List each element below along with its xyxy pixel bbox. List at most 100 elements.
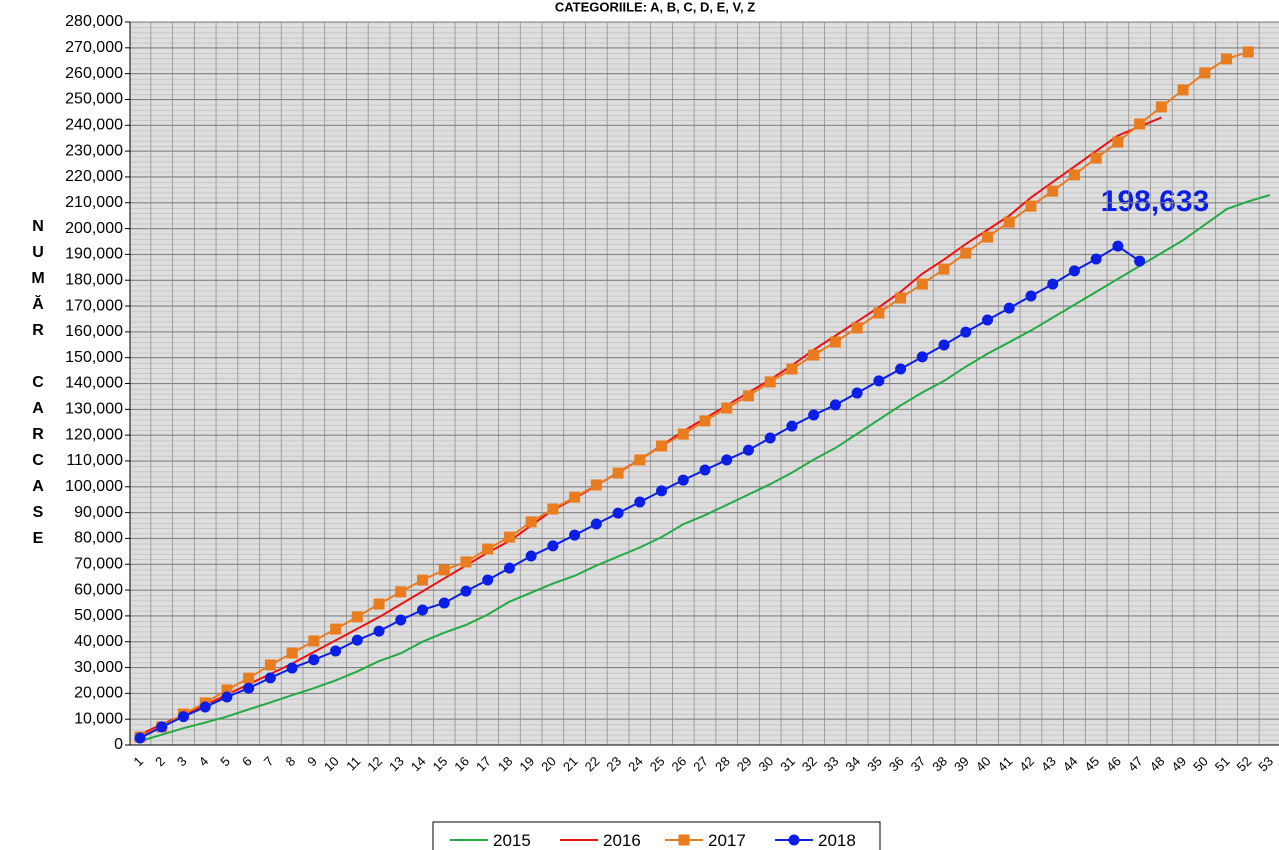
x-tick-label: 23 bbox=[603, 754, 624, 775]
y-tick-label: 260,000 bbox=[65, 65, 123, 82]
y-tick-label: 0 bbox=[114, 736, 123, 753]
point bbox=[1112, 136, 1124, 148]
point bbox=[656, 440, 668, 452]
point bbox=[873, 375, 885, 387]
point bbox=[221, 691, 233, 703]
point bbox=[525, 550, 537, 562]
point bbox=[590, 518, 602, 530]
x-tick-label: 22 bbox=[582, 754, 603, 775]
point bbox=[264, 672, 276, 684]
x-tick-label: 28 bbox=[712, 754, 733, 775]
y-tick-label: 140,000 bbox=[65, 375, 123, 392]
x-tick-label: 31 bbox=[777, 754, 798, 775]
x-tick-label: 46 bbox=[1103, 754, 1124, 775]
point bbox=[1068, 169, 1080, 181]
point bbox=[851, 322, 863, 334]
point bbox=[590, 479, 602, 491]
x-tick-label: 39 bbox=[951, 754, 972, 775]
point bbox=[742, 444, 754, 456]
point bbox=[982, 314, 993, 326]
x-tick-label: 44 bbox=[1060, 754, 1081, 775]
point bbox=[286, 662, 298, 674]
point bbox=[938, 339, 950, 351]
x-tick-label: 21 bbox=[560, 754, 581, 775]
point bbox=[721, 454, 733, 466]
y-tick-label: 240,000 bbox=[65, 117, 123, 134]
point bbox=[308, 635, 320, 647]
point bbox=[438, 597, 450, 609]
x-tick-label: 11 bbox=[343, 754, 363, 774]
y-tick-label: 10,000 bbox=[74, 710, 123, 727]
x-tick-label: 51 bbox=[1212, 754, 1233, 775]
y-tick-label: 160,000 bbox=[65, 323, 123, 340]
y-tick-label: 130,000 bbox=[65, 401, 123, 418]
x-tick-label: 26 bbox=[669, 754, 690, 775]
y-tick-label: 150,000 bbox=[65, 349, 123, 366]
x-tick-label: 34 bbox=[842, 754, 863, 775]
point bbox=[1242, 46, 1254, 58]
point bbox=[1090, 152, 1102, 164]
point bbox=[677, 474, 689, 486]
point bbox=[569, 529, 581, 541]
point bbox=[873, 307, 885, 319]
x-tick-label: 12 bbox=[364, 754, 385, 775]
point bbox=[330, 623, 342, 635]
point bbox=[851, 387, 863, 399]
x-tick-label: 5 bbox=[217, 754, 233, 770]
point bbox=[569, 491, 581, 503]
point bbox=[460, 556, 472, 568]
y-tick-label: 170,000 bbox=[65, 297, 123, 314]
point bbox=[395, 614, 407, 626]
x-tick-label: 13 bbox=[386, 754, 407, 775]
y-tick-label: 200,000 bbox=[65, 220, 123, 237]
x-tick-label: 52 bbox=[1234, 754, 1255, 775]
y-tick-label: 230,000 bbox=[65, 142, 123, 159]
x-tick-label: 45 bbox=[1081, 754, 1102, 775]
point bbox=[612, 467, 624, 479]
x-tick-label: 50 bbox=[1190, 754, 1211, 775]
y-tick-label: 40,000 bbox=[74, 633, 123, 650]
point bbox=[742, 390, 754, 402]
point bbox=[960, 326, 972, 338]
point bbox=[221, 684, 233, 696]
x-tick-label: 29 bbox=[734, 754, 755, 775]
point bbox=[547, 503, 559, 515]
y-tick-label: 70,000 bbox=[74, 555, 123, 572]
x-tick-label: 49 bbox=[1168, 754, 1189, 775]
x-tick-label: 30 bbox=[755, 754, 776, 775]
point bbox=[916, 351, 928, 363]
y-tick-label: 180,000 bbox=[65, 271, 123, 288]
point bbox=[330, 645, 342, 657]
x-tick-label: 25 bbox=[647, 754, 668, 775]
point bbox=[1221, 53, 1233, 65]
x-tick-label: 6 bbox=[239, 754, 255, 770]
x-tick-label: 36 bbox=[886, 754, 907, 775]
legend-label: 2018 bbox=[818, 831, 856, 850]
x-tick-label: 47 bbox=[1125, 754, 1146, 775]
legend-marker bbox=[788, 834, 800, 846]
point bbox=[1112, 240, 1124, 252]
x-tick-label: 3 bbox=[174, 754, 190, 770]
x-tick-label: 24 bbox=[625, 754, 646, 775]
x-tick-label: 41 bbox=[995, 754, 1016, 775]
y-tick-label: 280,000 bbox=[65, 13, 123, 30]
x-tick-label: 4 bbox=[196, 754, 212, 770]
legend-marker bbox=[678, 834, 690, 846]
x-tick-label: 7 bbox=[261, 754, 277, 770]
point bbox=[808, 409, 820, 421]
x-tick-label: 48 bbox=[1147, 754, 1168, 775]
annotation: 198,633 bbox=[1101, 185, 1209, 218]
x-tick-label: 2 bbox=[152, 754, 168, 770]
y-tick-label: 120,000 bbox=[65, 426, 123, 443]
x-tick-label: 42 bbox=[1016, 754, 1037, 775]
point bbox=[764, 432, 776, 444]
point bbox=[373, 625, 385, 637]
y-tick-label: 20,000 bbox=[74, 685, 123, 702]
point bbox=[156, 721, 168, 733]
y-tick-label: 50,000 bbox=[74, 607, 123, 624]
x-tick-label: 1 bbox=[130, 754, 146, 770]
point bbox=[243, 672, 255, 684]
point bbox=[982, 231, 993, 243]
y-tick-label: 250,000 bbox=[65, 91, 123, 108]
